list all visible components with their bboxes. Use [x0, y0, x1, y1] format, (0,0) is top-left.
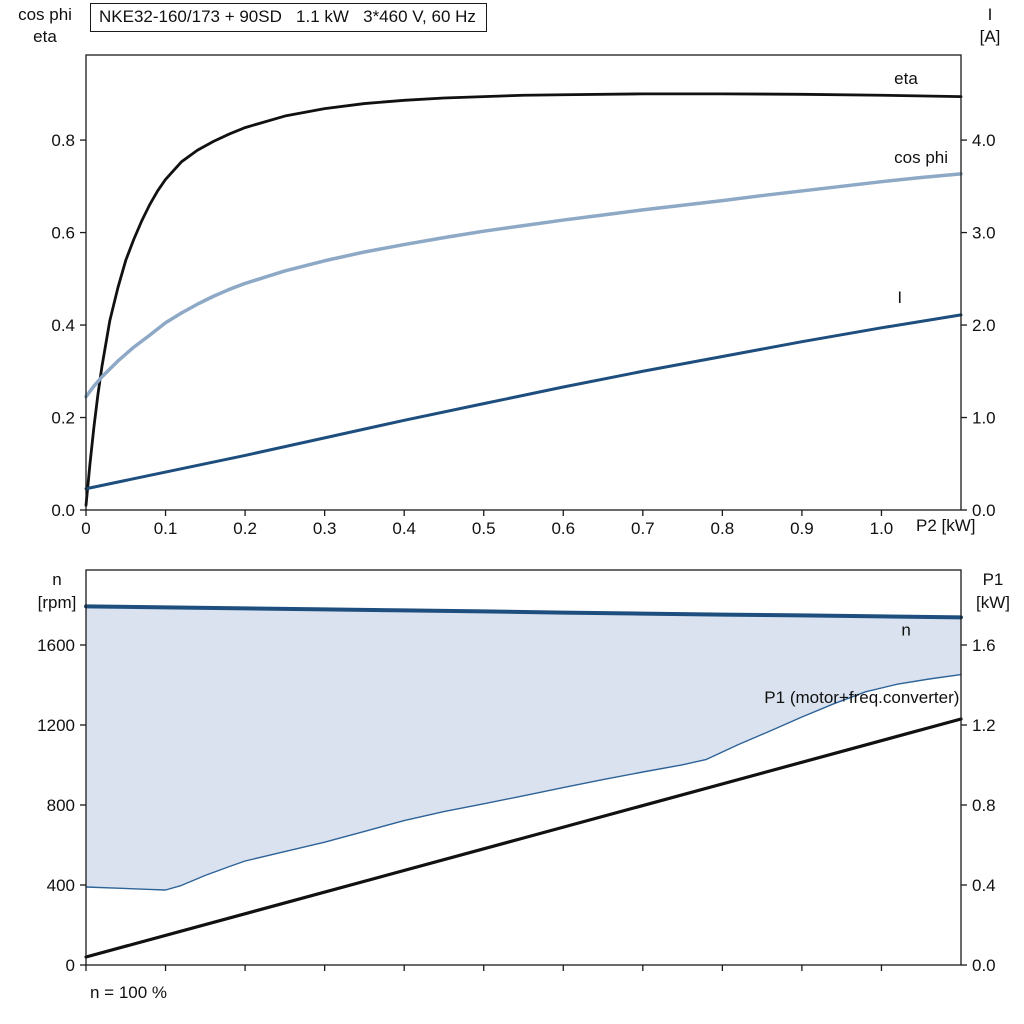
y-left-tick-label: 0.4 — [51, 316, 75, 335]
x-axis-label: P2 [kW] — [916, 516, 976, 535]
series-eta — [84, 92, 963, 507]
x-tick-label: 0.9 — [790, 519, 814, 538]
y-left-tick-label: 0.2 — [51, 409, 75, 428]
y-left-tick-label: 800 — [47, 796, 75, 815]
series-n-speed — [84, 604, 963, 620]
y-left-axis-label: n — [52, 570, 61, 589]
y-right-tick-label: 0.8 — [972, 796, 996, 815]
annotation-n-label: n — [901, 620, 910, 639]
chart-motor-electrical: 0.0 0.2 0.4 0.6 0.8 0.0 1.0 2.0 3.0 4.0 0 0.1 0.2 0.3… — [18, 5, 1000, 538]
series-speed-range-band — [86, 606, 961, 890]
plot-border — [85, 54, 962, 511]
x-tick-label: 0 — [81, 519, 90, 538]
y-right-tick-label: 1.0 — [972, 409, 996, 428]
series-P1 — [84, 717, 963, 959]
annotation-cos-phi-label: cos phi — [894, 148, 948, 167]
y-right-tick-label: 1.6 — [972, 636, 996, 655]
x-tick-label: 0.5 — [472, 519, 496, 538]
y-right-axis-label: [A] — [980, 27, 1001, 46]
annotation-current-label: I — [897, 288, 902, 307]
y-left-tick-label: 1200 — [37, 716, 75, 735]
y-right-tick-label: 3.0 — [972, 224, 996, 243]
chart-title-box: NKE32-160/173 + 90SD 1.1 kW 3*460 V, 60 … — [90, 3, 487, 32]
y-left-tick-label: 0 — [66, 956, 75, 975]
y-left-axis-label: [rpm] — [38, 593, 77, 612]
y-left-tick-label: 0.6 — [51, 224, 75, 243]
annotation-eta-label: eta — [894, 69, 918, 88]
footer-note: n = 100 % — [90, 983, 168, 1002]
y-right-tick-label: 0.0 — [972, 956, 996, 975]
y-right-tick-label: 2.0 — [972, 316, 996, 335]
y-right-tick-label: 1.2 — [972, 716, 996, 735]
x-tick-label: 0.6 — [551, 519, 575, 538]
x-tick-label: 0.7 — [631, 519, 655, 538]
y-left-axis-label: cos phi — [18, 5, 72, 24]
y-left-tick-label: 0.0 — [51, 501, 75, 520]
x-tick-label: 1.0 — [870, 519, 894, 538]
x-tick-label: 0.4 — [392, 519, 416, 538]
series-n-min-boundary — [85, 673, 962, 891]
y-right-axis-label: [kW] — [976, 593, 1010, 612]
y-right-axis-label: I — [988, 5, 993, 24]
y-right-tick-label: 0.4 — [972, 876, 996, 895]
series-cos-phi — [84, 172, 963, 399]
y-right-axis-label: P1 — [983, 570, 1004, 589]
x-tick-label: 0.8 — [711, 519, 735, 538]
y-right-tick-label: 0.0 — [972, 501, 996, 520]
annotation-p1-label: P1 (motor+freq.converter) — [764, 688, 959, 707]
series-current-I — [84, 313, 963, 491]
y-left-tick-label: 0.8 — [51, 131, 75, 150]
chart-speed-power: 0 400 800 1200 1600 0.0 0.4 0.8 1.2 1.6 n [rpm] P1 [k… — [37, 569, 1010, 975]
x-tick-label: 0.1 — [154, 519, 178, 538]
x-tick-label: 0.3 — [313, 519, 337, 538]
plot-border — [85, 569, 962, 966]
x-tick-label: 0.2 — [233, 519, 257, 538]
y-right-tick-label: 4.0 — [972, 131, 996, 150]
y-left-tick-label: 1600 — [37, 636, 75, 655]
y-left-axis-label: eta — [33, 27, 57, 46]
y-left-tick-label: 400 — [47, 876, 75, 895]
